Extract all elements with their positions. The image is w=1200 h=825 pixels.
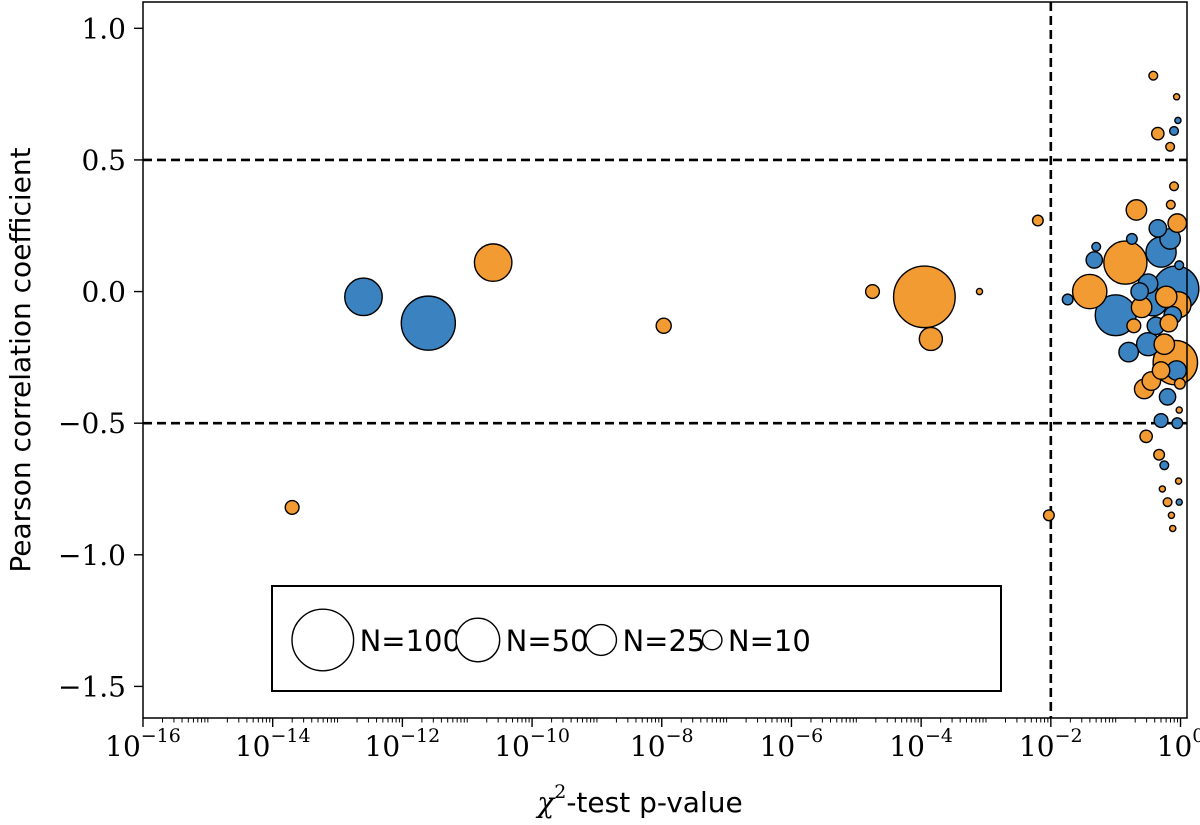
point-orange-0	[284, 499, 300, 515]
point-orange-15	[1139, 429, 1154, 444]
point-orange-12	[1125, 199, 1148, 221]
point-orange-9	[1071, 273, 1108, 310]
x-tick-label-3: 10−10	[494, 725, 570, 763]
legend-marker-2	[584, 623, 618, 657]
x-tick-label-2: 10−12	[365, 725, 441, 763]
point-blue-13	[1148, 218, 1168, 238]
point-orange-30	[1168, 181, 1180, 192]
x-axis-title-exponent: 2	[554, 781, 566, 803]
point-orange-7	[1031, 214, 1044, 227]
x-tick-label-5: 10−6	[760, 725, 824, 763]
y-axis-title: Pearson correlation coefficient	[4, 147, 37, 572]
point-orange-20	[1151, 361, 1171, 380]
point-orange-32	[1172, 92, 1181, 101]
point-orange-8	[1042, 509, 1055, 522]
point-orange-26	[1165, 141, 1176, 152]
x-axis-title: χ2-test p-value	[535, 781, 742, 819]
point-orange-19	[1153, 448, 1166, 461]
x-tick-label-7: 10−2	[1019, 725, 1083, 763]
legend-box	[271, 585, 1002, 692]
point-orange-27	[1165, 199, 1176, 210]
point-blue-25	[1174, 260, 1185, 271]
point-blue-0	[344, 277, 383, 317]
point-blue-23	[1171, 417, 1184, 430]
point-blue-20	[1168, 125, 1180, 137]
point-blue-3	[1085, 251, 1104, 269]
y-tick-label-5: −1.5	[58, 670, 126, 703]
point-orange-11	[1126, 318, 1142, 334]
point-orange-37	[1173, 377, 1186, 390]
point-blue-15	[1153, 412, 1169, 429]
x-tick-label-0: 10−16	[105, 725, 181, 763]
point-orange-18	[1150, 126, 1165, 141]
y-tick-label-2: 0.0	[81, 276, 126, 309]
legend-label-3: N=10	[728, 624, 811, 658]
x-axis-title-symbol: χ	[535, 786, 556, 819]
legend-label-2: N=25	[622, 624, 705, 658]
x-tick-label-6: 10−4	[889, 725, 953, 763]
point-orange-21	[1158, 485, 1167, 493]
point-orange-36	[1175, 406, 1183, 414]
point-orange-2	[655, 317, 672, 335]
point-orange-10	[1103, 240, 1148, 285]
point-orange-22	[1153, 333, 1176, 356]
legend-label-1: N=50	[506, 624, 589, 658]
point-orange-24	[1162, 497, 1173, 508]
y-tick-label-1: 0.5	[81, 144, 126, 177]
point-blue-7	[1125, 232, 1138, 245]
x-axis-title-text: -test p-value	[566, 786, 742, 819]
plot-frame	[142, 1, 1188, 719]
point-blue-2	[1061, 293, 1074, 306]
point-orange-35	[1174, 477, 1183, 485]
point-blue-1	[400, 295, 457, 351]
axes: 1.0 0.5 0.0 −0.5 −1.0 −1.5 10−16 10−14 10−12 10−1…	[58, 1, 1200, 763]
legend-marker-3	[701, 629, 723, 651]
point-orange-4	[892, 265, 956, 329]
x-tick-label-4: 10−8	[630, 725, 694, 763]
y-tick-label-0: 1.0	[81, 12, 126, 45]
size-legend: N=100 N=50 N=25 N=10	[271, 585, 1002, 692]
point-blue-17	[1158, 388, 1177, 406]
point-orange-33	[1167, 213, 1188, 234]
point-orange-6	[975, 287, 984, 296]
point-blue-4	[1091, 241, 1102, 252]
legend-marker-0	[291, 608, 355, 672]
point-orange-3	[864, 283, 881, 300]
y-tick-label-3: −0.5	[58, 407, 126, 440]
y-tick-label-4: −1.0	[58, 539, 126, 572]
point-blue-6	[1118, 341, 1140, 363]
reference-lines	[143, 2, 1187, 718]
point-orange-29	[1168, 524, 1177, 533]
legend-marker-1	[455, 617, 501, 663]
point-blue-24	[1174, 116, 1182, 125]
point-orange-23	[1154, 285, 1178, 309]
legend-label-0: N=100	[360, 624, 461, 658]
point-blue-8	[1130, 282, 1150, 301]
point-blue-16	[1159, 460, 1170, 471]
x-tick-label-8: 100	[1157, 725, 1200, 763]
point-orange-25	[1159, 313, 1179, 333]
point-orange-1	[473, 243, 513, 283]
point-orange-17	[1148, 70, 1159, 81]
point-blue-26	[1175, 498, 1183, 506]
point-orange-5	[918, 326, 944, 352]
x-tick-label-1: 10−14	[235, 725, 311, 763]
point-orange-28	[1167, 511, 1176, 520]
